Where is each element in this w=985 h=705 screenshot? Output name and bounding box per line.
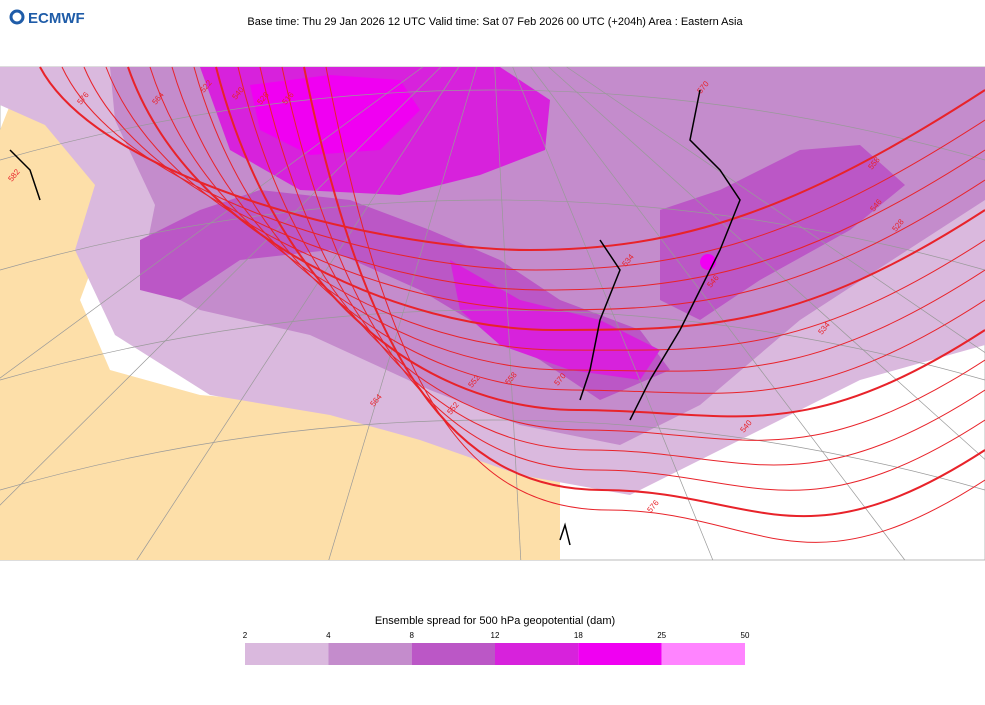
legend-tick-label: 4 bbox=[326, 631, 331, 640]
coastline bbox=[9, 89, 741, 546]
legend: 2 4 8 12 18 25 50 bbox=[243, 631, 750, 665]
header-title: Base time: Thu 29 Jan 2026 12 UTC Valid … bbox=[247, 16, 743, 28]
meridian bbox=[548, 66, 985, 460]
contour bbox=[325, 66, 985, 543]
contour bbox=[61, 66, 985, 271]
graticule bbox=[0, 66, 985, 561]
legend-swatch bbox=[495, 643, 579, 665]
contour bbox=[259, 66, 985, 466]
contour bbox=[171, 66, 985, 372]
legend-swatch bbox=[328, 643, 412, 665]
contour bbox=[105, 66, 985, 311]
meridian bbox=[136, 66, 459, 561]
legend-swatch bbox=[661, 643, 745, 665]
contour bbox=[237, 66, 985, 441]
legend-title: Ensemble spread for 500 hPa geopotential… bbox=[375, 615, 615, 627]
meridian bbox=[530, 66, 906, 561]
spread-18-25 bbox=[250, 75, 420, 155]
logo-icon bbox=[9, 9, 25, 25]
parallel bbox=[0, 309, 985, 381]
contour bbox=[303, 66, 985, 518]
spread-8-12 bbox=[660, 145, 905, 320]
meridian bbox=[512, 66, 714, 561]
logo-text: ECMWF bbox=[28, 10, 85, 27]
contour bbox=[215, 66, 985, 418]
contour bbox=[127, 66, 985, 332]
contour bbox=[193, 66, 985, 394]
logo: ECMWF bbox=[9, 9, 85, 27]
parallel bbox=[0, 419, 985, 491]
meridian bbox=[0, 66, 441, 506]
legend-swatch bbox=[578, 643, 662, 665]
legend-tick-label: 18 bbox=[574, 631, 583, 640]
parallel bbox=[0, 199, 985, 271]
contour bbox=[83, 66, 985, 291]
legend-tick-label: 50 bbox=[741, 631, 750, 640]
meridian bbox=[0, 66, 423, 379]
legend-swatch bbox=[245, 643, 329, 665]
legend-swatch bbox=[411, 643, 495, 665]
contour bbox=[149, 66, 985, 351]
meridian bbox=[566, 66, 985, 354]
contour bbox=[281, 66, 985, 491]
legend-tick-label: 12 bbox=[491, 631, 500, 640]
meridian bbox=[494, 66, 522, 561]
legend-tick-label: 2 bbox=[243, 631, 248, 640]
legend-tick-label: 25 bbox=[657, 631, 666, 640]
parallel bbox=[0, 89, 985, 161]
meridian bbox=[328, 66, 478, 561]
legend-tick-label: 8 bbox=[409, 631, 414, 640]
